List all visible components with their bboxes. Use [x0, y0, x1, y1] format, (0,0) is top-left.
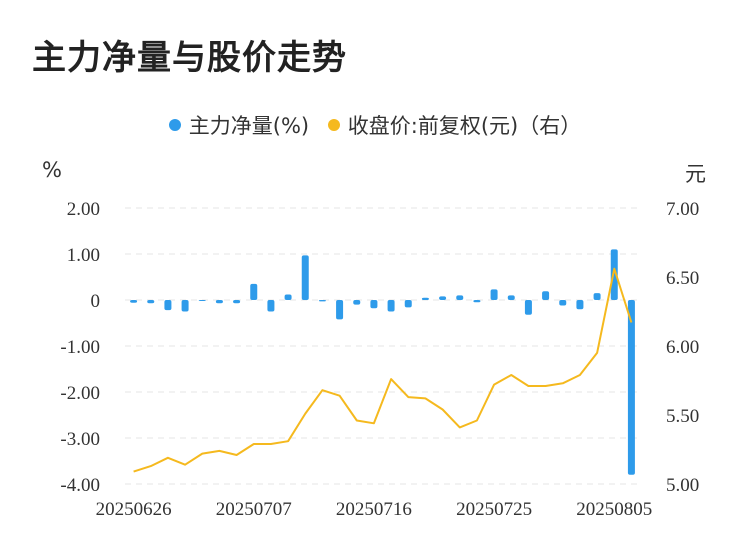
- right-tick-label: 5.50: [666, 406, 699, 427]
- bar: [593, 293, 601, 300]
- left-tick-label: -1.00: [60, 337, 100, 358]
- bar: [233, 300, 241, 304]
- bar: [370, 300, 378, 309]
- legend-label-main-net: 主力净量(%): [188, 114, 310, 138]
- legend-label-close-price: 收盘价:前复权(元)（右）: [347, 114, 582, 138]
- legend-item-main-net[interactable]: 主力净量(%): [168, 110, 310, 140]
- bar: [456, 295, 464, 300]
- bar: [610, 249, 618, 300]
- bar: [439, 296, 447, 300]
- price-line: [133, 267, 633, 473]
- bar: [559, 300, 567, 306]
- bar: [301, 255, 309, 300]
- left-tick-label: 1.00: [67, 245, 100, 266]
- legend-dot-yellow-icon: [327, 119, 340, 131]
- bar: [421, 297, 429, 300]
- left-tick-label: 0: [91, 291, 101, 312]
- bar: [147, 300, 155, 304]
- left-tick-label: -3.00: [60, 429, 100, 450]
- bar: [404, 300, 412, 308]
- bar: [318, 300, 326, 302]
- bar: [267, 300, 275, 312]
- bar: [507, 295, 515, 300]
- legend-item-close-price[interactable]: 收盘价:前复权(元)（右）: [327, 110, 582, 140]
- bar: [284, 294, 292, 300]
- bar: [215, 300, 223, 304]
- bar: [130, 300, 138, 303]
- bar: [181, 300, 189, 312]
- right-tick-label: 7.00: [666, 199, 699, 220]
- right-tick-label: 6.50: [666, 268, 699, 289]
- bar: [387, 300, 395, 312]
- bar: [542, 291, 550, 300]
- bar: [576, 300, 584, 310]
- right-tick-label: 6.00: [666, 337, 699, 358]
- bar: [198, 300, 206, 301]
- x-tick-label: 20250716: [336, 499, 412, 520]
- legend: 主力净量(%) 收盘价:前复权(元)（右）: [0, 110, 750, 140]
- bar: [353, 300, 361, 305]
- bar: [490, 289, 498, 300]
- left-tick-label: 2.00: [67, 199, 100, 220]
- left-tick-label: -2.00: [60, 383, 100, 404]
- left-tick-label: -4.00: [60, 475, 100, 496]
- left-axis-unit: %: [42, 158, 62, 182]
- bar: [524, 300, 532, 315]
- bar: [336, 300, 344, 320]
- right-axis-unit: 元: [685, 162, 706, 186]
- bar: [250, 283, 258, 300]
- x-tick-label: 20250805: [576, 499, 652, 520]
- bar: [164, 300, 172, 311]
- bar: [473, 300, 481, 303]
- x-tick-label: 20250707: [216, 499, 292, 520]
- chart-title: 主力净量与股价走势: [32, 38, 347, 78]
- legend-dot-blue-icon: [168, 119, 181, 131]
- right-tick-label: 5.00: [666, 475, 699, 496]
- x-tick-label: 20250725: [456, 499, 532, 520]
- x-tick-label: 20250626: [96, 499, 172, 520]
- bar: [627, 300, 635, 475]
